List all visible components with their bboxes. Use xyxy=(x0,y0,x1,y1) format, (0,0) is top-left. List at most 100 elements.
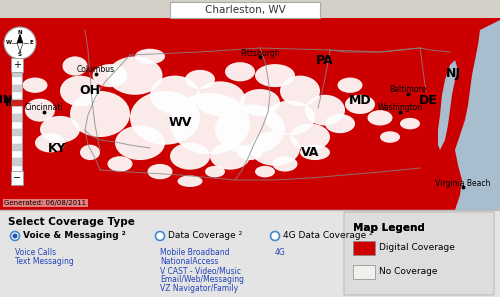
Text: Mobile Broadband: Mobile Broadband xyxy=(160,248,230,257)
Text: W: W xyxy=(6,40,12,45)
Text: N: N xyxy=(18,29,22,34)
Text: No Coverage: No Coverage xyxy=(379,268,438,277)
Bar xyxy=(12,77,22,85)
Text: E: E xyxy=(29,40,33,45)
Ellipse shape xyxy=(148,164,172,179)
Bar xyxy=(12,158,22,166)
Polygon shape xyxy=(17,43,23,52)
Ellipse shape xyxy=(265,101,315,135)
Ellipse shape xyxy=(80,145,100,160)
Ellipse shape xyxy=(115,126,165,160)
Text: Map Legend: Map Legend xyxy=(353,223,425,233)
Text: VZ Navigator/Family: VZ Navigator/Family xyxy=(160,284,238,293)
Ellipse shape xyxy=(345,95,375,114)
Ellipse shape xyxy=(195,81,245,116)
Polygon shape xyxy=(17,34,23,43)
Ellipse shape xyxy=(185,70,215,89)
Text: IN: IN xyxy=(0,95,12,105)
FancyBboxPatch shape xyxy=(344,212,494,295)
Ellipse shape xyxy=(305,95,345,126)
Bar xyxy=(12,70,22,77)
Text: VA: VA xyxy=(301,146,319,159)
Bar xyxy=(12,136,22,143)
Bar xyxy=(12,143,22,151)
Text: Pittsburgh: Pittsburgh xyxy=(240,48,280,58)
Bar xyxy=(12,129,22,136)
Ellipse shape xyxy=(368,110,392,126)
Text: Email/Web/Messaging: Email/Web/Messaging xyxy=(160,275,244,284)
Text: NationalAccess: NationalAccess xyxy=(160,257,218,266)
Bar xyxy=(11,100,23,106)
Ellipse shape xyxy=(338,78,362,93)
Ellipse shape xyxy=(215,105,285,154)
Ellipse shape xyxy=(380,131,400,143)
Text: IN: IN xyxy=(4,97,20,110)
Text: KY: KY xyxy=(48,141,66,154)
Text: Data Coverage ²: Data Coverage ² xyxy=(168,231,242,241)
Circle shape xyxy=(156,231,164,241)
Circle shape xyxy=(4,27,36,59)
Ellipse shape xyxy=(40,116,80,143)
Bar xyxy=(353,241,375,255)
Ellipse shape xyxy=(255,64,295,87)
Polygon shape xyxy=(438,60,458,150)
Bar xyxy=(12,166,22,173)
Ellipse shape xyxy=(70,91,130,137)
Ellipse shape xyxy=(280,76,320,106)
Ellipse shape xyxy=(178,176,203,187)
Bar xyxy=(12,121,22,129)
Ellipse shape xyxy=(238,145,262,160)
Text: Baltimore: Baltimore xyxy=(390,86,426,94)
Text: WV: WV xyxy=(168,116,192,129)
Ellipse shape xyxy=(108,56,162,95)
Text: −: − xyxy=(13,173,21,183)
Ellipse shape xyxy=(108,156,132,172)
Bar xyxy=(12,114,22,121)
Text: PA: PA xyxy=(316,53,334,67)
Text: Digital Coverage: Digital Coverage xyxy=(379,244,455,252)
Text: Columbus: Columbus xyxy=(77,66,115,75)
Bar xyxy=(12,151,22,158)
Ellipse shape xyxy=(60,76,100,106)
Text: OH: OH xyxy=(80,83,100,97)
Circle shape xyxy=(10,231,20,241)
Bar xyxy=(12,107,22,114)
Ellipse shape xyxy=(130,91,200,145)
Ellipse shape xyxy=(170,143,210,170)
Ellipse shape xyxy=(25,99,55,122)
Text: Text Messaging: Text Messaging xyxy=(15,257,74,266)
Ellipse shape xyxy=(272,156,297,172)
Ellipse shape xyxy=(210,143,250,170)
Ellipse shape xyxy=(22,78,48,93)
Ellipse shape xyxy=(240,89,280,116)
Ellipse shape xyxy=(255,166,275,177)
Bar xyxy=(0,18,500,210)
Bar xyxy=(12,70,22,173)
Text: Washington: Washington xyxy=(378,103,422,113)
Text: Generated: 06/08/2011: Generated: 06/08/2011 xyxy=(4,200,86,206)
Circle shape xyxy=(18,42,22,45)
Polygon shape xyxy=(455,20,500,210)
Ellipse shape xyxy=(300,145,330,160)
Text: +: + xyxy=(13,60,21,70)
Text: Charleston, WV: Charleston, WV xyxy=(204,5,286,15)
Text: MD: MD xyxy=(348,94,372,107)
Ellipse shape xyxy=(62,56,88,76)
Ellipse shape xyxy=(400,118,420,129)
Text: V CAST - Video/Music: V CAST - Video/Music xyxy=(160,266,241,275)
Text: Map Legend: Map Legend xyxy=(353,223,425,233)
Bar xyxy=(12,85,22,92)
Bar xyxy=(12,92,22,99)
Bar xyxy=(170,2,320,18)
Text: S: S xyxy=(18,51,22,56)
Text: 4G: 4G xyxy=(275,248,286,257)
Ellipse shape xyxy=(205,166,225,177)
Circle shape xyxy=(12,233,18,238)
Text: Voice & Messaging ²: Voice & Messaging ² xyxy=(23,231,126,241)
Ellipse shape xyxy=(35,133,65,152)
Bar xyxy=(0,0,500,18)
Ellipse shape xyxy=(135,49,165,64)
Ellipse shape xyxy=(92,64,128,87)
Circle shape xyxy=(270,231,280,241)
Bar xyxy=(0,210,500,297)
